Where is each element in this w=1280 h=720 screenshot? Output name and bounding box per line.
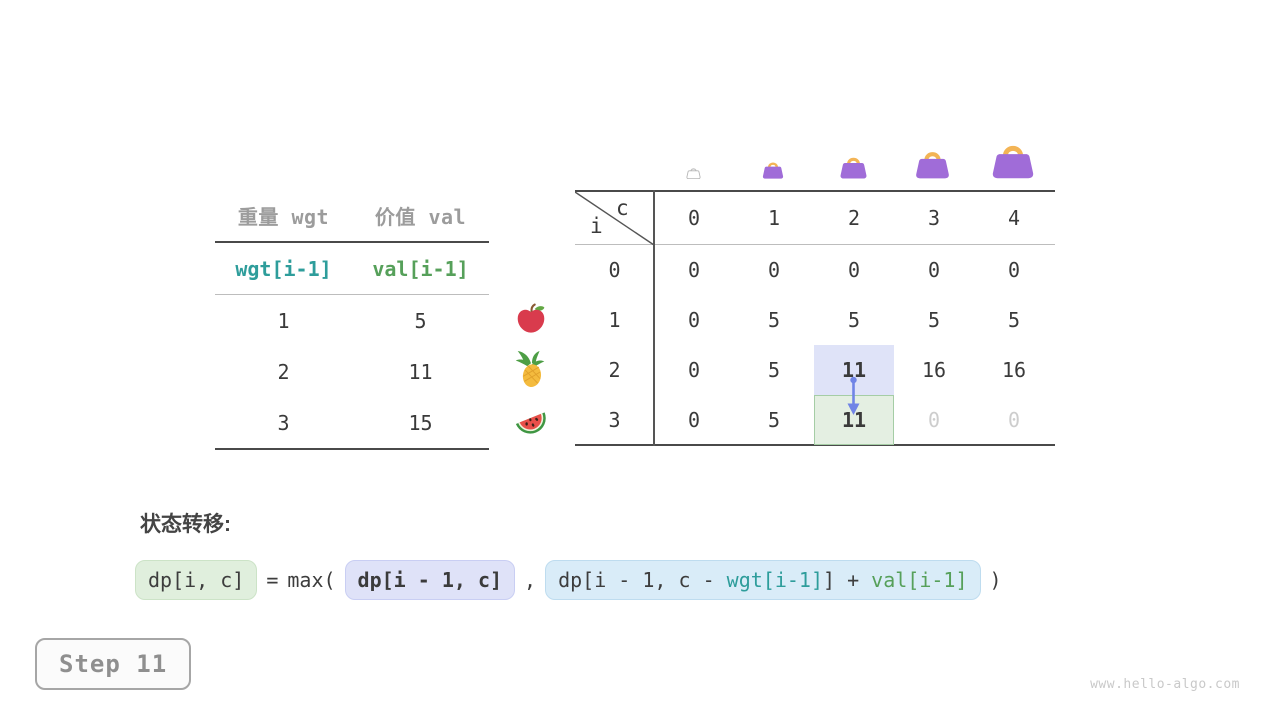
items-table: 重量 wgt 价值 val wgt[i-1] val[i-1] 1 5 2 11… (215, 190, 489, 450)
dp-cell-3-0: 0 (687, 408, 701, 432)
dp-table: c i 0 1 2 3 4 0 1 2 3 0 0 0 0 0 0 5 5 5 … (575, 190, 1055, 446)
state-transition-arrow-icon (847, 376, 860, 415)
item-3-weight: 3 (277, 410, 290, 435)
dp-cell-1-2: 5 (847, 308, 861, 332)
dp-cell-2-0: 0 (687, 358, 701, 382)
item-3-value: 15 (408, 410, 433, 435)
state-transition-label: 状态转移: (140, 513, 231, 536)
pineapple-icon (515, 350, 545, 388)
table-border-top (575, 190, 1055, 192)
dp-cell-3-3-dimmed: 0 (927, 408, 941, 432)
dp-cell-2-4: 16 (1001, 358, 1027, 382)
divider (215, 448, 489, 450)
formula-keep-box: dp[i - 1, c] (344, 560, 516, 600)
corner-diagonal-line (575, 191, 655, 246)
row-header-2: 2 (608, 358, 621, 382)
item-2-value: 11 (408, 359, 433, 384)
dp-cell-0-4: 0 (1007, 258, 1021, 282)
corner-col-label: c (616, 196, 629, 220)
col-header-2: 2 (847, 205, 861, 230)
watermelon-icon (515, 412, 546, 434)
row-header-0: 0 (608, 258, 621, 282)
dp-cell-2-3: 16 (921, 358, 947, 382)
divider (215, 241, 489, 243)
wgt-code-label: wgt[i-1] (235, 256, 332, 281)
item-row-2: 2 11 (215, 346, 489, 397)
formula-result-box: dp[i, c] (135, 560, 258, 600)
dp-cell-0-3: 0 (927, 258, 941, 282)
take-box-wgt-term: wgt[i-1] (726, 568, 823, 592)
dp-cell-1-1: 5 (767, 308, 781, 332)
row-header-3: 3 (608, 408, 621, 432)
formula-equals: = (266, 568, 279, 592)
dp-cell-1-0: 0 (687, 308, 701, 332)
dp-cell-3-1: 5 (767, 408, 781, 432)
step-badge: Step 11 (35, 638, 192, 690)
formula-comma: , (524, 568, 537, 592)
table-header-column-divider (653, 190, 655, 446)
bag-icon-4 (992, 145, 1034, 179)
empty-bag-icon (686, 168, 701, 179)
watermark: www.hello-algo.com (1090, 677, 1240, 692)
table-header-divider (575, 244, 1055, 245)
items-table-code-row: wgt[i-1] val[i-1] (215, 243, 489, 294)
value-column-header: 价值 val (374, 205, 467, 229)
formula-take-box: dp[i - 1, c - wgt[i-1]] + val[i-1] (545, 560, 981, 600)
formula-max-open: max( (287, 568, 336, 592)
dp-cell-0-1: 0 (767, 258, 781, 282)
table-border-bottom (575, 444, 1055, 446)
dp-cell-1-3: 5 (927, 308, 941, 332)
item-1-value: 5 (414, 308, 427, 333)
take-box-val-term: val[i-1] (871, 568, 968, 592)
dp-cell-3-4-dimmed: 0 (1007, 408, 1021, 432)
bag-icon-1 (762, 162, 784, 179)
dp-cell-2-1: 5 (767, 358, 781, 382)
weight-column-header: 重量 wgt (237, 205, 330, 229)
dp-cell-0-2: 0 (847, 258, 861, 282)
col-header-3: 3 (927, 205, 941, 230)
formula-close-paren: ) (989, 568, 1002, 592)
divider (215, 294, 489, 295)
state-transition-formula: dp[i, c] = max( dp[i - 1, c] , dp[i - 1,… (135, 560, 1002, 600)
items-table-header: 重量 wgt 价值 val (215, 190, 489, 241)
corner-row-label: i (590, 214, 603, 238)
take-box-plus: ] + (823, 568, 872, 592)
bag-icon-3 (916, 152, 949, 179)
row-header-1: 1 (608, 308, 621, 332)
item-2-weight: 2 (277, 359, 290, 384)
bag-icon-2 (840, 157, 867, 179)
col-header-1: 1 (767, 205, 781, 230)
item-row-1: 1 5 (215, 295, 489, 346)
item-1-weight: 1 (277, 308, 290, 333)
item-row-3: 3 15 (215, 397, 489, 448)
dp-cell-0-0: 0 (687, 258, 701, 282)
col-header-0: 0 (687, 205, 701, 230)
col-header-4: 4 (1007, 205, 1021, 230)
dp-cell-1-4: 5 (1007, 308, 1021, 332)
apple-icon (517, 303, 545, 333)
take-box-prefix: dp[i - 1, c - (558, 568, 727, 592)
val-code-label: val[i-1] (372, 256, 469, 281)
